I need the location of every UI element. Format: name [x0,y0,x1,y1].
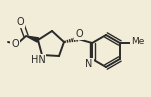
Text: O: O [16,17,24,27]
Text: O: O [11,39,19,49]
Text: N: N [85,59,93,69]
Text: HN: HN [31,55,45,65]
Text: O: O [75,29,83,39]
Text: Me: Me [131,38,145,46]
Polygon shape [26,36,39,42]
